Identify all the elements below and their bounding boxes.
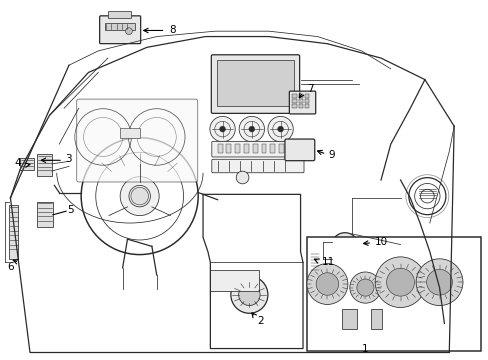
Text: 3: 3: [65, 154, 72, 164]
Bar: [298, 94, 303, 98]
Bar: [356, 242, 368, 251]
FancyBboxPatch shape: [285, 139, 314, 161]
Circle shape: [125, 28, 132, 35]
FancyBboxPatch shape: [77, 99, 197, 182]
Bar: [370, 309, 381, 329]
Bar: [244, 144, 248, 153]
FancyBboxPatch shape: [100, 16, 141, 44]
Circle shape: [426, 269, 451, 295]
Bar: [261, 144, 266, 153]
Bar: [252, 144, 257, 153]
Circle shape: [209, 116, 235, 142]
Text: 7: 7: [306, 84, 313, 94]
FancyBboxPatch shape: [211, 141, 304, 157]
Circle shape: [267, 116, 293, 142]
Bar: [298, 104, 303, 108]
Bar: [120, 128, 140, 138]
Bar: [216, 60, 293, 107]
FancyBboxPatch shape: [211, 159, 304, 173]
Bar: [104, 23, 135, 30]
Bar: [279, 144, 284, 153]
Circle shape: [386, 268, 414, 296]
Text: 5: 5: [67, 206, 74, 216]
Circle shape: [219, 126, 225, 132]
Bar: [108, 11, 131, 18]
Bar: [217, 144, 222, 153]
Bar: [306, 237, 481, 351]
Circle shape: [236, 171, 248, 184]
FancyBboxPatch shape: [289, 91, 315, 114]
Circle shape: [374, 257, 425, 307]
FancyBboxPatch shape: [211, 55, 299, 113]
Bar: [292, 99, 296, 103]
Bar: [298, 99, 303, 103]
Bar: [305, 99, 309, 103]
Bar: [296, 144, 301, 153]
Text: 8: 8: [168, 26, 175, 35]
Circle shape: [230, 276, 267, 313]
Circle shape: [315, 273, 338, 295]
Bar: [37, 202, 53, 226]
Circle shape: [131, 187, 148, 205]
Circle shape: [336, 239, 352, 254]
Bar: [305, 94, 309, 98]
Circle shape: [277, 126, 283, 132]
Bar: [226, 144, 231, 153]
Bar: [292, 94, 296, 98]
Text: 1: 1: [362, 344, 368, 354]
Text: 9: 9: [328, 150, 334, 160]
Circle shape: [356, 279, 373, 296]
Bar: [20, 158, 34, 170]
Circle shape: [415, 259, 462, 306]
Bar: [305, 104, 309, 108]
Text: 11: 11: [321, 257, 334, 267]
Circle shape: [248, 126, 254, 132]
Bar: [341, 309, 356, 329]
Bar: [235, 144, 240, 153]
Bar: [9, 205, 18, 259]
Circle shape: [239, 116, 264, 142]
Circle shape: [306, 264, 347, 305]
Text: 6: 6: [7, 262, 14, 272]
Circle shape: [349, 272, 380, 303]
Circle shape: [238, 284, 260, 306]
FancyBboxPatch shape: [309, 251, 319, 275]
Bar: [292, 104, 296, 108]
Bar: [287, 144, 292, 153]
Circle shape: [330, 233, 358, 260]
Text: 4: 4: [14, 158, 20, 168]
Text: 10: 10: [374, 237, 387, 247]
Bar: [210, 270, 259, 291]
Bar: [37, 154, 52, 176]
Circle shape: [120, 177, 159, 216]
Bar: [270, 144, 275, 153]
Text: 2: 2: [257, 316, 263, 325]
